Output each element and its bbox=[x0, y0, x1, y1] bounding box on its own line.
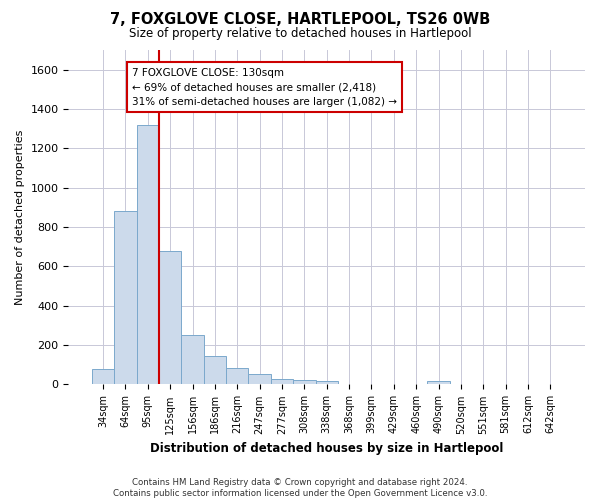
Text: 7, FOXGLOVE CLOSE, HARTLEPOOL, TS26 0WB: 7, FOXGLOVE CLOSE, HARTLEPOOL, TS26 0WB bbox=[110, 12, 490, 28]
Bar bbox=[427, 380, 450, 384]
Bar bbox=[159, 250, 181, 384]
Bar bbox=[316, 382, 338, 384]
Bar bbox=[92, 368, 114, 384]
Bar bbox=[226, 368, 248, 384]
Bar bbox=[248, 374, 271, 384]
Bar bbox=[271, 378, 293, 384]
Bar bbox=[293, 380, 316, 384]
Text: Contains HM Land Registry data © Crown copyright and database right 2024.
Contai: Contains HM Land Registry data © Crown c… bbox=[113, 478, 487, 498]
X-axis label: Distribution of detached houses by size in Hartlepool: Distribution of detached houses by size … bbox=[150, 442, 503, 455]
Y-axis label: Number of detached properties: Number of detached properties bbox=[15, 130, 25, 305]
Bar bbox=[181, 336, 204, 384]
Text: 7 FOXGLOVE CLOSE: 130sqm
← 69% of detached houses are smaller (2,418)
31% of sem: 7 FOXGLOVE CLOSE: 130sqm ← 69% of detach… bbox=[132, 68, 397, 107]
Bar bbox=[137, 125, 159, 384]
Bar bbox=[114, 212, 137, 384]
Bar bbox=[204, 356, 226, 384]
Text: Size of property relative to detached houses in Hartlepool: Size of property relative to detached ho… bbox=[128, 28, 472, 40]
